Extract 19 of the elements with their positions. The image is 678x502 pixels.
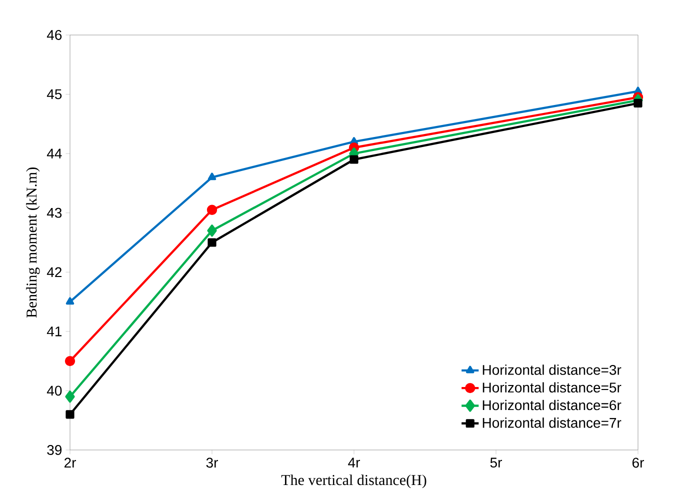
x-tick-label: 6r (632, 458, 644, 468)
x-tick-label: 5r (490, 458, 502, 468)
legend-label: Horizontal distance=3r (482, 364, 622, 375)
y-axis-title: Bending moment (kN.m) (26, 168, 40, 318)
y-tick-label: 39 (47, 445, 62, 455)
y-tick-label: 40 (46, 386, 62, 396)
y-tick-label: 43 (46, 208, 62, 218)
x-tick-label: 2r (64, 458, 76, 468)
y-tick-label: 41 (46, 326, 62, 336)
y-tick-label: 45 (46, 89, 62, 100)
y-tick-label: 42 (46, 267, 62, 278)
x-axis-title: The vertical distance(H) (281, 474, 426, 488)
y-tick-label: 46 (46, 30, 62, 40)
x-tick-label: 4r (348, 458, 360, 468)
legend-label: Horizontal distance=7r (482, 418, 622, 428)
y-tick-label: 44 (46, 148, 62, 158)
legend-label: Horizontal distance=5r (482, 382, 622, 393)
legend-label: Horizontal distance=6r (482, 400, 622, 410)
x-tick-label: 3r (206, 458, 218, 468)
